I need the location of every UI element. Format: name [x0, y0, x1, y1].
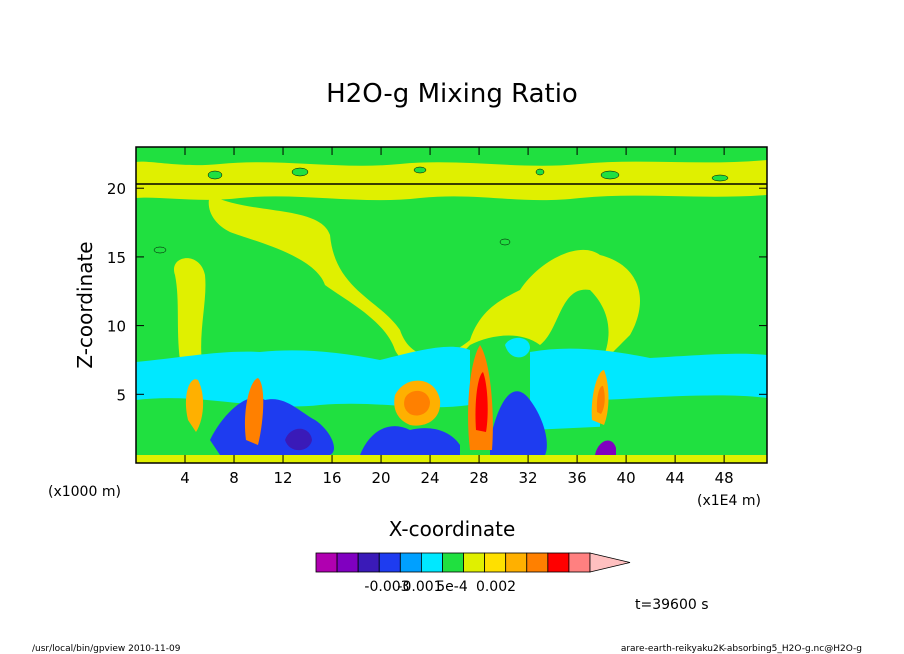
- plot-frame: [135, 146, 768, 464]
- colorbar-label: -0.001: [397, 579, 442, 595]
- x-tick-label: 20: [372, 469, 391, 487]
- contour-cyan-blob: [505, 337, 530, 358]
- colorbar-swatch: [378, 552, 401, 573]
- x-tick-label: 48: [715, 469, 734, 487]
- contour-core-22-inner: [404, 390, 430, 416]
- x-tick-label: 4: [180, 469, 190, 487]
- contour-core-38-inner: [596, 385, 605, 414]
- footer-left: /usr/local/bin/gpview 2010-11-09: [32, 644, 181, 654]
- x-unit-left: (x1000 m): [48, 484, 121, 500]
- colorbar-swatch: [315, 552, 338, 573]
- x-axis-label: X-coordinate: [389, 517, 516, 541]
- y-tick-label: 10: [107, 318, 126, 336]
- colorbar-swatch: [420, 552, 443, 573]
- colorbar-label: 5e-4: [436, 579, 468, 595]
- contour-blue-center: [360, 426, 460, 458]
- colorbar-swatch: [526, 552, 549, 573]
- x-unit-right: (x1E4 m): [697, 493, 761, 509]
- colorbar-swatch: [357, 552, 380, 573]
- colorbar-swatch: [568, 552, 591, 573]
- y-tick-label: 20: [107, 180, 126, 198]
- x-tick-label: 40: [617, 469, 636, 487]
- contour-top-green-strip: [136, 147, 767, 166]
- x-axis: 4 8 12 16 20 24 28 32 36 40 44 48: [180, 147, 734, 487]
- colorbar-swatch: [399, 552, 422, 573]
- chart-title: H2O-g Mixing Ratio: [326, 79, 578, 109]
- x-tick-label: 12: [273, 469, 292, 487]
- colorbar-swatch: [547, 552, 570, 573]
- contour-ground-strip: [136, 455, 767, 463]
- x-tick-label: 32: [519, 469, 538, 487]
- contour-blue-right: [490, 391, 547, 455]
- contour-core-9: [244, 378, 264, 445]
- time-label: t=39600 s: [635, 597, 709, 613]
- colorbar-swatch: [336, 552, 359, 573]
- x-tick-label: 8: [229, 469, 239, 487]
- colorbar-label: -0.003: [364, 579, 409, 595]
- plot-area: [135, 146, 768, 464]
- contour-navy-patch: [285, 428, 312, 451]
- y-tick-label: 15: [107, 249, 126, 267]
- contour-central-yellow: [208, 195, 641, 366]
- colorbar-swatch: [505, 552, 528, 573]
- colorbar-swatch: [463, 552, 486, 573]
- colorbar-swatch: [442, 552, 464, 573]
- x-tick-label: 16: [322, 469, 341, 487]
- footer-right: arare-earth-reikyaku2K-absorbing5_H2O-g.…: [621, 644, 862, 654]
- x-tick-label: 44: [666, 469, 685, 487]
- x-tick-label: 24: [421, 469, 440, 487]
- y-axis-label: Z-coordinate: [73, 241, 97, 368]
- contour-core-left: [185, 379, 204, 432]
- y-tick-label: 5: [116, 386, 126, 404]
- colorbar-label: 0.002: [476, 579, 516, 595]
- colorbar-swatch: [484, 552, 507, 573]
- x-tick-label: 28: [470, 469, 489, 487]
- contour-small-blobs: [153, 166, 729, 254]
- y-axis: 5 10 15 20: [107, 180, 767, 404]
- contour-core-27-inner: [475, 372, 488, 432]
- colorbar: [315, 552, 631, 573]
- contour-surface-green-right: [600, 395, 767, 450]
- colorbar-arrow: [589, 552, 631, 573]
- x-tick-label: 36: [568, 469, 587, 487]
